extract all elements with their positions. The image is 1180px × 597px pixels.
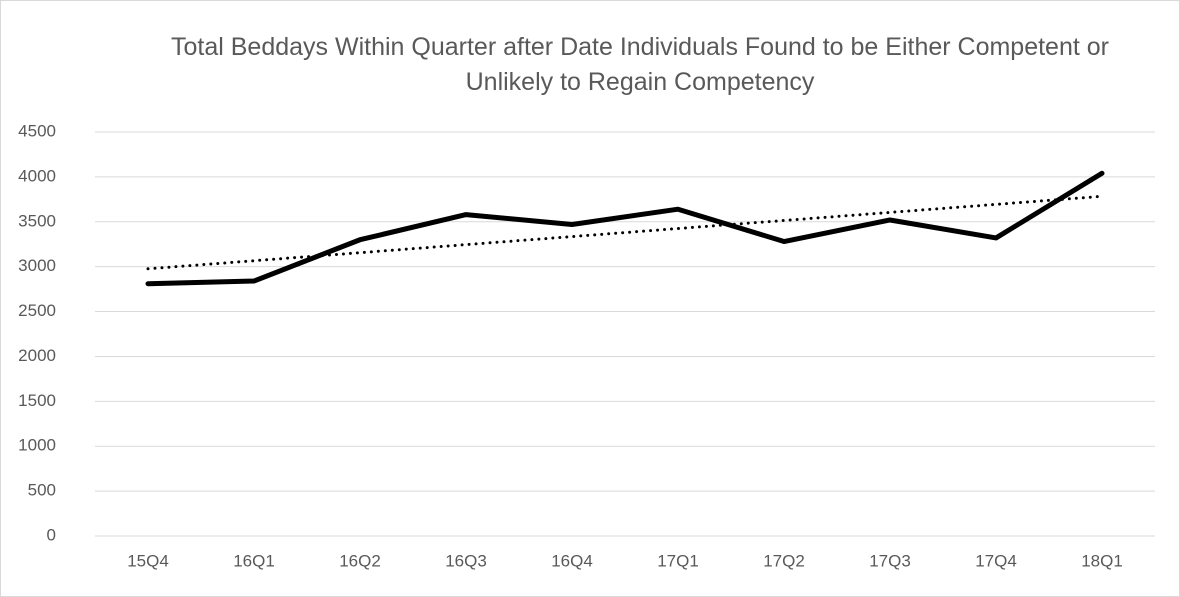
x-tick-label: 15Q4 — [127, 551, 169, 570]
x-tick-label: 16Q3 — [445, 551, 487, 570]
x-tick-label: 18Q1 — [1081, 551, 1123, 570]
y-tick-label: 1500 — [18, 391, 56, 410]
chart-title: Total Beddays Within Quarter after Date … — [171, 33, 1109, 96]
y-tick-label: 0 — [47, 525, 56, 544]
y-tick-label: 3500 — [18, 211, 56, 230]
x-tick-label: 16Q4 — [551, 551, 593, 570]
x-tick-label: 17Q1 — [657, 551, 699, 570]
y-tick-label: 4000 — [18, 166, 56, 185]
x-tick-label: 17Q2 — [763, 551, 805, 570]
y-tick-label: 2500 — [18, 301, 56, 320]
x-tick-label: 16Q2 — [339, 551, 381, 570]
x-tick-label: 16Q1 — [233, 551, 275, 570]
y-tick-label: 1000 — [18, 436, 56, 455]
y-tick-label: 4500 — [18, 121, 56, 140]
x-tick-label: 17Q4 — [975, 551, 1017, 570]
series-line — [145, 170, 1105, 287]
x-tick-label: 17Q3 — [869, 551, 911, 570]
trendline — [146, 194, 1104, 271]
y-tick-label: 2000 — [18, 346, 56, 365]
y-tick-label: 500 — [28, 481, 56, 500]
y-tick-label: 3000 — [18, 256, 56, 275]
